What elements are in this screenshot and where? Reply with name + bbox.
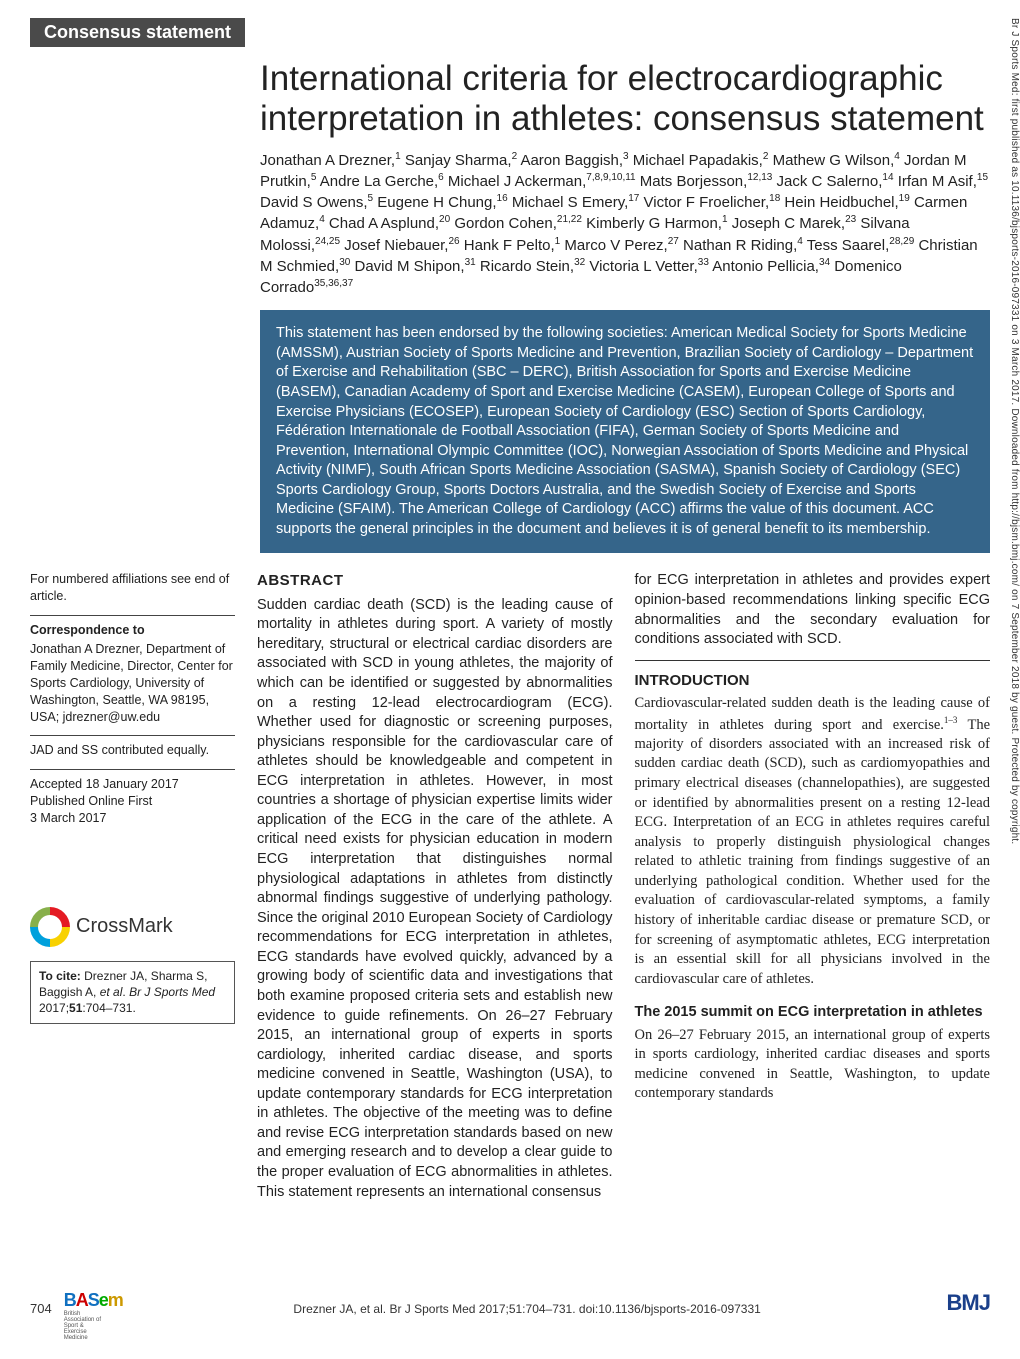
correspondence-heading: Correspondence to	[30, 615, 235, 639]
abstract-heading: ABSTRACT	[257, 571, 613, 591]
crossmark-icon	[30, 907, 70, 947]
copyright-ribbon: Br J Sports Med: first published as 10.1…	[1002, 0, 1020, 1326]
middle-column: ABSTRACT Sudden cardiac death (SCD) is t…	[257, 571, 613, 1202]
bmj-logo: BMJ	[947, 1290, 990, 1316]
page-number: 704	[30, 1301, 52, 1316]
citation-etal: et al.	[100, 985, 129, 999]
page-footer: 704 BASem British Association of Sport &…	[0, 1290, 1020, 1326]
basem-subtitle: British Association of Sport & Exercise …	[64, 1311, 108, 1341]
crossmark-badge[interactable]: CrossMark	[30, 907, 235, 947]
section-header-label: Consensus statement	[30, 18, 245, 47]
introduction-heading: INTRODUCTION	[635, 671, 991, 691]
right-column: for ECG interpretation in athletes and p…	[635, 571, 991, 1202]
abstract-continuation: for ECG interpretation in athletes and p…	[635, 571, 991, 649]
footer-citation: Drezner JA, et al. Br J Sports Med 2017;…	[108, 1302, 947, 1316]
summit-heading: The 2015 summit on ECG interpretation in…	[635, 1003, 991, 1023]
summit-paragraph: On 26–27 February 2015, an international…	[635, 1026, 991, 1104]
basem-logo: BASem British Association of Sport & Exe…	[64, 1290, 108, 1316]
correspondence-body: Jonathan A Drezner, Department of Family…	[30, 641, 235, 725]
affiliations-note: For numbered affiliations see end of art…	[30, 571, 235, 605]
article-title: International criteria for electrocardio…	[260, 59, 990, 140]
left-sidebar: For numbered affiliations see end of art…	[30, 571, 235, 1202]
endorsement-box: This statement has been endorsed by the …	[260, 310, 990, 553]
citation-year-vol: 2017;51:704–731.	[39, 1001, 136, 1015]
citation-journal: Br J Sports Med	[129, 985, 215, 999]
abstract-body: Sudden cardiac death (SCD) is the leadin…	[257, 596, 613, 1202]
citation-box: To cite: Drezner JA, Sharma S, Baggish A…	[30, 961, 235, 1024]
publication-dates: Accepted 18 January 2017Published Online…	[30, 769, 235, 827]
citation-heading: To cite:	[39, 969, 81, 983]
crossmark-label: CrossMark	[76, 913, 173, 940]
horizontal-rule	[635, 660, 991, 661]
contributions-note: JAD and SS contributed equally.	[30, 735, 235, 759]
authors-list: Jonathan A Drezner,1 Sanjay Sharma,2 Aar…	[260, 150, 990, 299]
introduction-paragraph: Cardiovascular-related sudden death is t…	[635, 694, 991, 989]
